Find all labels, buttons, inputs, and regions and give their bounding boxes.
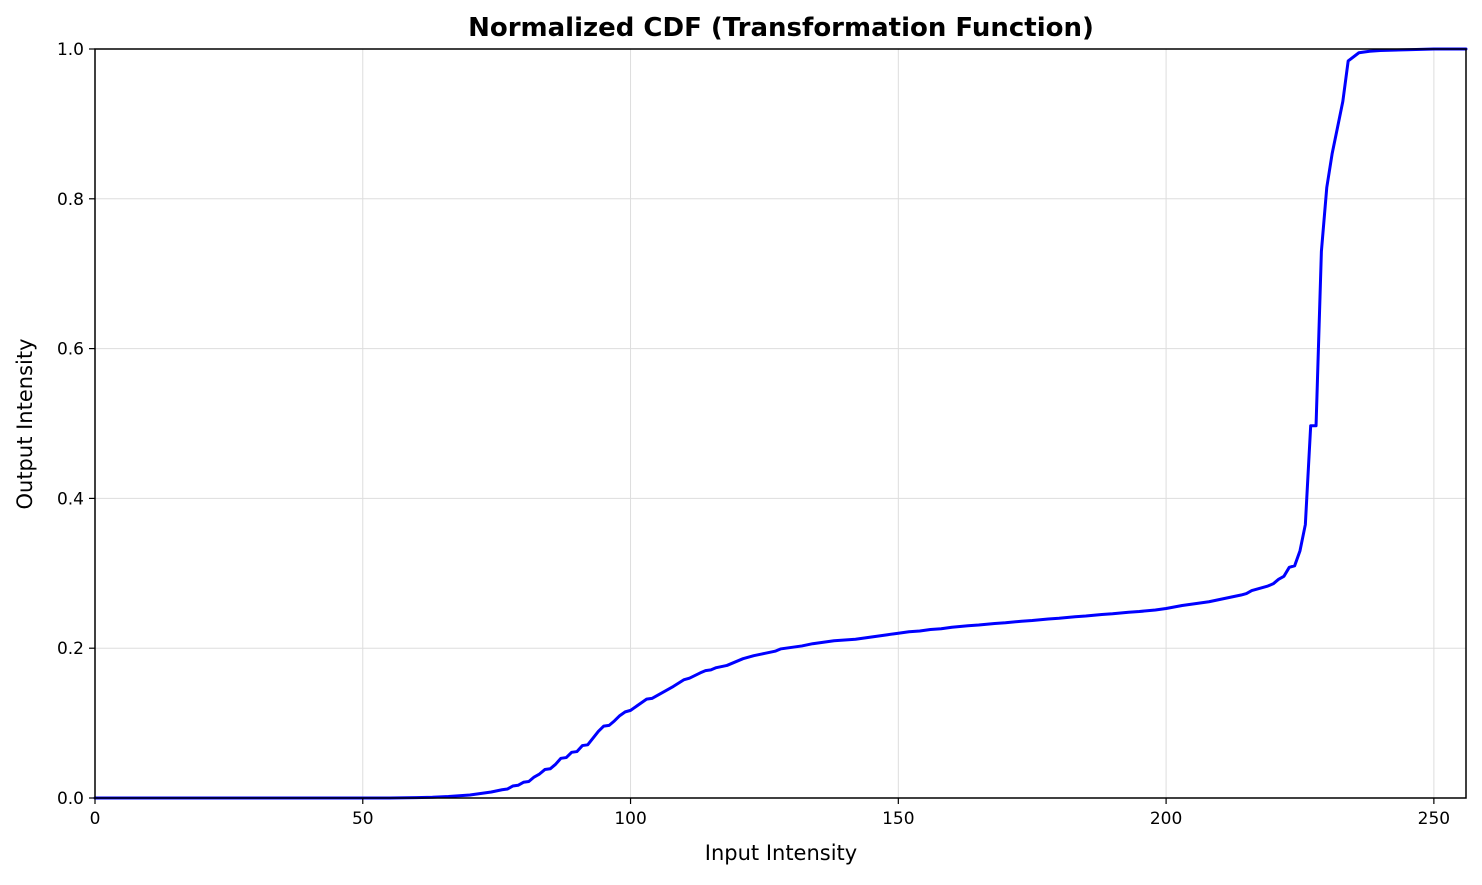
y-tick-label: 0.0 [57, 789, 84, 809]
cdf-line [93, 47, 1468, 800]
x-tick-label: 250 [1418, 809, 1450, 829]
y-tick-label: 0.8 [57, 190, 84, 210]
y-axis-label: Output Intensity [13, 338, 37, 509]
x-tick-label: 200 [1150, 809, 1182, 829]
y-tick-label: 0.6 [57, 340, 84, 360]
axis-ticks: 0 50 100 150 200 250 0.0 0.2 0.4 0.6 0.8 1.0 [57, 40, 1450, 829]
x-tick-label: 50 [352, 809, 374, 829]
y-tick-label: 1.0 [57, 40, 84, 60]
y-tick-label: 0.4 [57, 489, 84, 509]
x-tick-label: 150 [882, 809, 914, 829]
grid [94, 48, 1466, 799]
x-tick-label: 100 [614, 809, 646, 829]
line-series [93, 47, 1468, 800]
x-tick-label: 0 [90, 809, 101, 829]
plot-frame [94, 48, 1467, 799]
y-tick-label: 0.2 [57, 639, 84, 659]
chart-title: Normalized CDF (Transformation Function) [468, 13, 1094, 43]
x-axis-label: Input Intensity [705, 841, 857, 865]
